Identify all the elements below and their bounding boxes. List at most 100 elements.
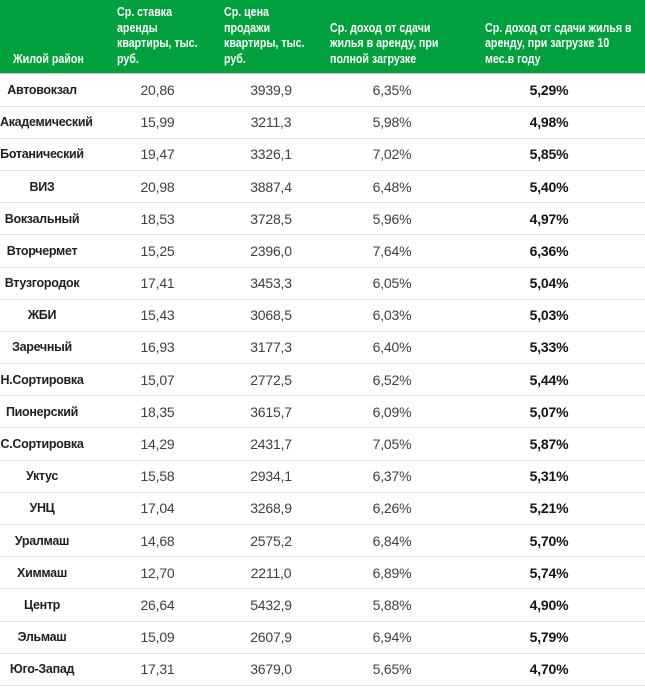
- value-cell: 3679,0: [250, 661, 292, 678]
- value-cell: 16,93: [140, 339, 175, 356]
- value-cell: 4,97%: [529, 210, 569, 227]
- table-row: Пионерский 18,35 3615,7 6,09% 5,07%: [0, 395, 645, 428]
- value-cell: 14,29: [140, 436, 175, 453]
- value-cell: 5432,9: [250, 596, 292, 613]
- value-cell: 5,74%: [529, 564, 569, 581]
- district-cell: Уралмаш: [14, 533, 70, 548]
- value-cell: 3939,9: [250, 81, 292, 98]
- table-row: Уктус 15,58 2934,1 6,37% 5,31%: [0, 460, 645, 493]
- value-cell: 6,26%: [372, 500, 412, 517]
- value-cell: 2934,1: [250, 468, 292, 485]
- table-row: Академический 15,99 3211,3 5,98% 4,98%: [0, 106, 645, 139]
- district-cell: ЖБИ: [27, 308, 57, 323]
- value-cell: 4,90%: [529, 596, 569, 613]
- value-cell: 2431,7: [250, 436, 292, 453]
- value-cell: 6,89%: [372, 564, 412, 581]
- value-cell: 15,07: [140, 371, 175, 388]
- district-cell: Заречный: [12, 340, 72, 355]
- column-header-label: Ср. цена продажи квартиры, тыс. руб.: [224, 4, 305, 66]
- value-cell: 15,25: [140, 242, 175, 259]
- value-cell: 3728,5: [250, 210, 292, 227]
- table-row: Заречный 16,93 3177,3 6,40% 5,33%: [0, 331, 645, 364]
- column-header-label: Ср. ставка аренды квартиры, тыс. руб.: [117, 4, 198, 66]
- value-cell: 3211,3: [250, 114, 292, 131]
- value-cell: 5,31%: [529, 468, 569, 485]
- column-header-label: Ср. доход от сдачи жилья в аренду, при п…: [330, 19, 439, 66]
- value-cell: 15,43: [140, 307, 175, 324]
- district-cell: Эльмаш: [17, 630, 67, 645]
- district-cell: Юго-Запад: [9, 662, 75, 677]
- table-row: С.Сортировка 14,29 2431,7 7,05% 5,87%: [0, 427, 645, 461]
- value-cell: 7,64%: [372, 242, 412, 259]
- value-cell: 20,98: [140, 178, 175, 195]
- value-cell: 5,87%: [529, 436, 569, 453]
- table-row: Уралмаш 14,68 2575,2 6,84% 5,70%: [0, 524, 645, 557]
- district-cell: Уктус: [25, 469, 59, 484]
- district-cell: Пионерский: [5, 404, 79, 419]
- value-cell: 4,98%: [529, 114, 569, 131]
- table-row: Вторчермет 15,25 2396,0 7,64% 6,36%: [0, 234, 645, 267]
- district-cell: Вокзальный: [4, 211, 80, 226]
- value-cell: 2772,5: [250, 371, 292, 388]
- value-cell: 3615,7: [250, 403, 292, 420]
- table-row: ЖБИ 15,43 3068,5 6,03% 5,03%: [0, 299, 645, 332]
- district-cell: Академический: [0, 115, 93, 130]
- value-cell: 6,48%: [372, 178, 412, 195]
- district-cell: ВИЗ: [29, 179, 55, 194]
- column-header-district: Жилой район: [0, 0, 104, 74]
- column-header-yield-full: Ср. доход от сдачи жилья в аренду, при п…: [317, 0, 472, 74]
- value-cell: 5,79%: [529, 629, 569, 646]
- table-row: Химмаш 12,70 2211,0 6,89% 5,74%: [0, 556, 645, 589]
- value-cell: 6,09%: [372, 403, 412, 420]
- table-row: Н.Сортировка 15,07 2772,5 6,52% 5,44%: [0, 363, 645, 396]
- value-cell: 6,40%: [372, 339, 412, 356]
- value-cell: 2607,9: [250, 629, 292, 646]
- column-header-sale-price: Ср. цена продажи квартиры, тыс. руб.: [211, 0, 317, 74]
- value-cell: 3068,5: [250, 307, 292, 324]
- value-cell: 2396,0: [250, 242, 292, 259]
- table-row: Юго-Запад 17,31 3679,0 5,65% 4,70%: [0, 653, 645, 686]
- value-cell: 2211,0: [250, 564, 292, 581]
- column-header-rent-rate: Ср. ставка аренды квартиры, тыс. руб.: [104, 0, 211, 74]
- value-cell: 5,33%: [529, 339, 569, 356]
- value-cell: 6,84%: [372, 532, 412, 549]
- value-cell: 5,21%: [529, 500, 569, 517]
- table-row: УНЦ 17,04 3268,9 6,26% 5,21%: [0, 492, 645, 525]
- table-row: Вокзальный 18,53 3728,5 5,96% 4,97%: [0, 202, 645, 235]
- table-row: Эльмаш 15,09 2607,9 6,94% 5,79%: [0, 621, 645, 654]
- district-cell: Втузгородок: [4, 276, 80, 291]
- value-cell: 3887,4: [250, 178, 292, 195]
- district-cell: Химмаш: [17, 565, 67, 580]
- table-header: Жилой район Ср. ставка аренды квартиры, …: [0, 0, 645, 74]
- value-cell: 3268,9: [250, 500, 292, 517]
- value-cell: 5,70%: [529, 532, 569, 549]
- value-cell: 6,36%: [529, 242, 569, 259]
- value-cell: 6,03%: [372, 307, 412, 324]
- value-cell: 5,88%: [372, 596, 412, 613]
- value-cell: 26,64: [140, 596, 175, 613]
- value-cell: 5,96%: [372, 210, 412, 227]
- value-cell: 6,35%: [372, 81, 412, 98]
- value-cell: 17,04: [140, 500, 175, 517]
- value-cell: 3326,1: [250, 146, 292, 163]
- value-cell: 17,41: [140, 275, 175, 292]
- value-cell: 5,29%: [529, 81, 569, 98]
- value-cell: 17,31: [140, 661, 175, 678]
- header-row: Жилой район Ср. ставка аренды квартиры, …: [0, 0, 645, 74]
- district-cell: Автовокзал: [7, 82, 77, 97]
- value-cell: 6,05%: [372, 275, 412, 292]
- value-cell: 2575,2: [250, 532, 292, 549]
- value-cell: 6,94%: [372, 629, 412, 646]
- value-cell: 19,47: [140, 146, 175, 163]
- value-cell: 5,98%: [372, 114, 412, 131]
- value-cell: 15,09: [140, 629, 175, 646]
- value-cell: 7,05%: [372, 436, 412, 453]
- table-body: Автовокзал 20,86 3939,9 6,35% 5,29% Академиче…: [0, 73, 645, 686]
- table-row: Центр 26,64 5432,9 5,88% 4,90%: [0, 588, 645, 622]
- value-cell: 18,53: [140, 210, 175, 227]
- value-cell: 6,52%: [372, 371, 412, 388]
- column-header-yield-10months: Ср. доход от сдачи жилья в аренду, при з…: [472, 0, 645, 74]
- value-cell: 14,68: [140, 532, 175, 549]
